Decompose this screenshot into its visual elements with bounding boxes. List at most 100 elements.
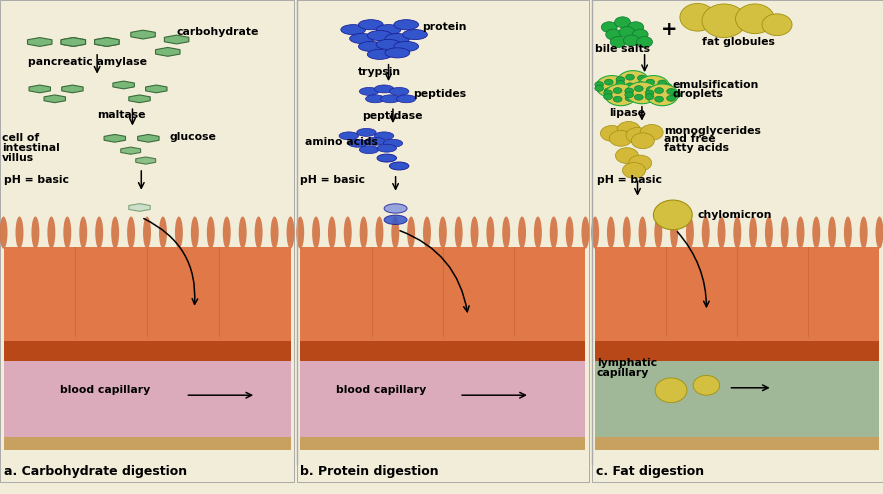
Bar bbox=[300, 341, 585, 361]
Text: capillary: capillary bbox=[597, 368, 649, 378]
Ellipse shape bbox=[471, 216, 479, 248]
Ellipse shape bbox=[781, 216, 789, 248]
Ellipse shape bbox=[592, 216, 599, 248]
Text: chylomicron: chylomicron bbox=[698, 210, 772, 220]
Ellipse shape bbox=[653, 200, 692, 230]
Ellipse shape bbox=[652, 90, 660, 96]
Ellipse shape bbox=[601, 22, 617, 33]
Ellipse shape bbox=[655, 378, 687, 403]
Ellipse shape bbox=[502, 216, 510, 248]
Ellipse shape bbox=[672, 92, 681, 98]
Ellipse shape bbox=[616, 80, 625, 86]
Ellipse shape bbox=[645, 88, 654, 94]
Ellipse shape bbox=[844, 216, 852, 248]
Text: fatty acids: fatty acids bbox=[664, 143, 729, 153]
Bar bbox=[595, 361, 879, 437]
Ellipse shape bbox=[407, 216, 415, 248]
Ellipse shape bbox=[600, 125, 623, 141]
Ellipse shape bbox=[667, 88, 675, 94]
Text: a. Carbohydrate digestion: a. Carbohydrate digestion bbox=[4, 465, 187, 478]
Ellipse shape bbox=[607, 216, 615, 248]
Ellipse shape bbox=[610, 37, 626, 47]
Ellipse shape bbox=[359, 87, 379, 95]
Ellipse shape bbox=[403, 30, 427, 40]
Ellipse shape bbox=[765, 216, 773, 248]
Polygon shape bbox=[94, 38, 119, 46]
Text: amino acids: amino acids bbox=[305, 137, 378, 147]
Ellipse shape bbox=[617, 122, 640, 137]
Polygon shape bbox=[61, 38, 86, 46]
Text: carbohydrate: carbohydrate bbox=[177, 27, 259, 37]
Ellipse shape bbox=[111, 216, 119, 248]
Ellipse shape bbox=[631, 133, 654, 149]
Ellipse shape bbox=[389, 162, 409, 170]
Bar bbox=[595, 247, 879, 341]
Bar bbox=[4, 361, 291, 437]
Polygon shape bbox=[61, 38, 86, 46]
Ellipse shape bbox=[381, 95, 400, 103]
Ellipse shape bbox=[328, 216, 336, 248]
Ellipse shape bbox=[625, 92, 634, 98]
Text: pH = basic: pH = basic bbox=[4, 175, 69, 185]
Ellipse shape bbox=[566, 216, 574, 248]
Ellipse shape bbox=[762, 14, 792, 36]
Ellipse shape bbox=[634, 85, 643, 91]
Ellipse shape bbox=[95, 216, 103, 248]
Polygon shape bbox=[136, 157, 155, 164]
Ellipse shape bbox=[637, 85, 645, 91]
Ellipse shape bbox=[518, 216, 526, 248]
Ellipse shape bbox=[367, 31, 392, 41]
Ellipse shape bbox=[376, 25, 401, 35]
Ellipse shape bbox=[733, 216, 741, 248]
Ellipse shape bbox=[312, 216, 320, 248]
Ellipse shape bbox=[367, 49, 392, 59]
Ellipse shape bbox=[615, 148, 638, 164]
Ellipse shape bbox=[626, 127, 649, 143]
Ellipse shape bbox=[348, 139, 367, 147]
Ellipse shape bbox=[617, 71, 649, 92]
Polygon shape bbox=[131, 30, 155, 39]
Ellipse shape bbox=[383, 139, 403, 147]
Bar bbox=[4, 437, 291, 450]
Ellipse shape bbox=[625, 74, 634, 80]
Text: peptidase: peptidase bbox=[362, 111, 423, 121]
Polygon shape bbox=[104, 134, 125, 142]
Ellipse shape bbox=[143, 216, 151, 248]
Ellipse shape bbox=[286, 216, 294, 248]
Ellipse shape bbox=[343, 216, 351, 248]
Ellipse shape bbox=[654, 87, 663, 93]
Ellipse shape bbox=[646, 86, 655, 92]
Ellipse shape bbox=[828, 216, 836, 248]
Text: pH = basic: pH = basic bbox=[300, 175, 366, 185]
Polygon shape bbox=[44, 95, 65, 103]
Ellipse shape bbox=[638, 76, 669, 97]
Ellipse shape bbox=[296, 216, 304, 248]
Text: fat globules: fat globules bbox=[702, 37, 775, 47]
Bar bbox=[595, 341, 879, 361]
Text: bile salts: bile salts bbox=[595, 44, 650, 54]
Ellipse shape bbox=[680, 3, 715, 31]
Ellipse shape bbox=[663, 83, 672, 89]
Ellipse shape bbox=[606, 29, 622, 40]
Text: cell of: cell of bbox=[2, 133, 39, 143]
Ellipse shape bbox=[207, 216, 215, 248]
Ellipse shape bbox=[637, 37, 653, 47]
Ellipse shape bbox=[638, 216, 646, 248]
Ellipse shape bbox=[223, 216, 230, 248]
Ellipse shape bbox=[645, 79, 654, 85]
Ellipse shape bbox=[718, 216, 726, 248]
Text: and free: and free bbox=[664, 134, 715, 144]
Ellipse shape bbox=[270, 216, 278, 248]
Ellipse shape bbox=[812, 216, 820, 248]
Ellipse shape bbox=[341, 25, 366, 35]
Polygon shape bbox=[164, 35, 189, 44]
Ellipse shape bbox=[385, 34, 410, 43]
Ellipse shape bbox=[632, 29, 648, 40]
Text: glucose: glucose bbox=[170, 132, 216, 142]
Ellipse shape bbox=[658, 80, 667, 86]
Ellipse shape bbox=[646, 93, 655, 99]
Ellipse shape bbox=[860, 216, 868, 248]
Ellipse shape bbox=[350, 34, 374, 43]
Ellipse shape bbox=[625, 95, 634, 101]
Ellipse shape bbox=[374, 132, 394, 140]
